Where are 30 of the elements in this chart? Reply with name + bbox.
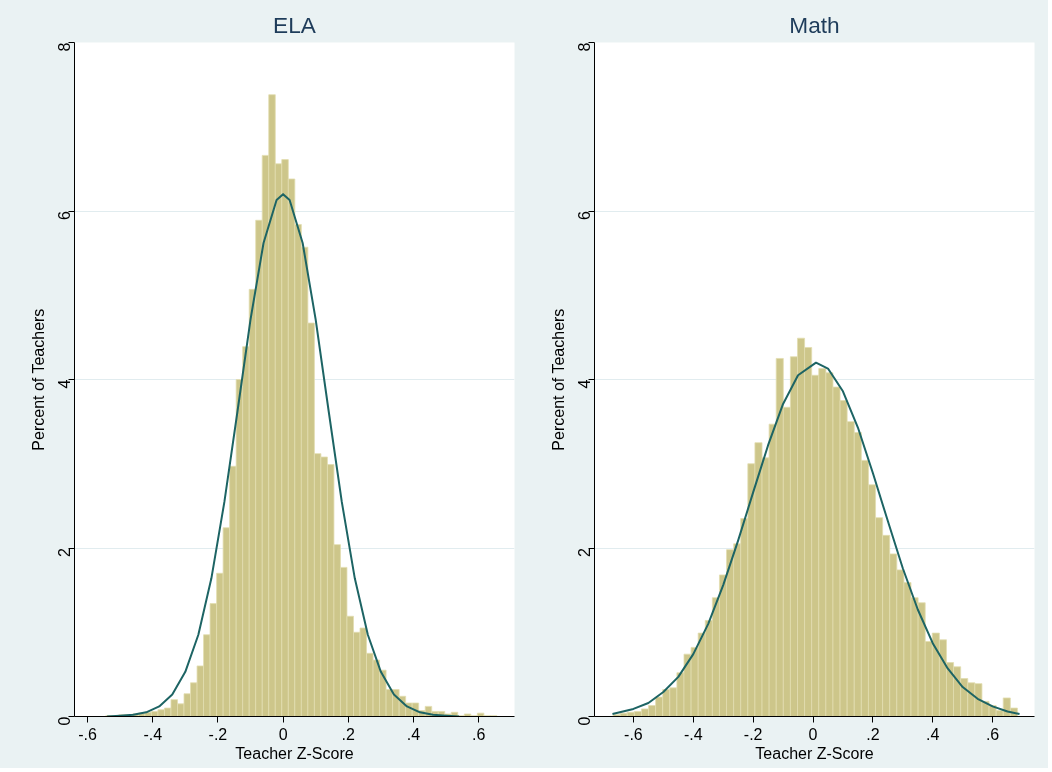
x-tick-label: .6 bbox=[471, 725, 486, 743]
x-axis-title: Teacher Z-Score bbox=[235, 744, 354, 762]
y-tick-label: 6 bbox=[55, 210, 73, 220]
x-tick-label: 0 bbox=[808, 725, 818, 743]
x-tick-label: -.2 bbox=[208, 725, 228, 743]
x-tick-label: .6 bbox=[985, 725, 1000, 743]
y-axis-title: Percent of Teachers bbox=[549, 308, 567, 451]
x-tick-label: -.4 bbox=[143, 725, 163, 743]
y-tick-label: 4 bbox=[55, 379, 73, 389]
y-tick-label: 2 bbox=[575, 547, 593, 557]
x-tick-label: -.4 bbox=[683, 725, 703, 743]
y-axis-title: Percent of Teachers bbox=[29, 308, 47, 451]
x-tick-label: .4 bbox=[926, 725, 940, 743]
y-tick-label: 8 bbox=[55, 42, 73, 52]
x-tick-label: .4 bbox=[406, 725, 421, 743]
x-tick-label: -.6 bbox=[78, 725, 97, 743]
x-tick-label: .2 bbox=[866, 725, 880, 743]
x-tick-label: -.2 bbox=[743, 725, 763, 743]
x-tick-label: -.6 bbox=[624, 725, 643, 743]
y-tick-label: 4 bbox=[575, 379, 593, 389]
y-tick-label: 0 bbox=[55, 716, 73, 726]
x-axis-title: Teacher Z-Score bbox=[755, 744, 874, 762]
y-tick-label: 6 bbox=[575, 210, 593, 220]
y-tick-label: 8 bbox=[575, 42, 593, 52]
chart-title: ELA bbox=[273, 11, 317, 38]
x-tick-label: .2 bbox=[341, 725, 356, 743]
y-tick-label: 0 bbox=[575, 716, 593, 726]
y-tick-label: 2 bbox=[55, 547, 73, 557]
chart-title: Math bbox=[789, 11, 840, 38]
x-tick-label: 0 bbox=[278, 725, 288, 743]
